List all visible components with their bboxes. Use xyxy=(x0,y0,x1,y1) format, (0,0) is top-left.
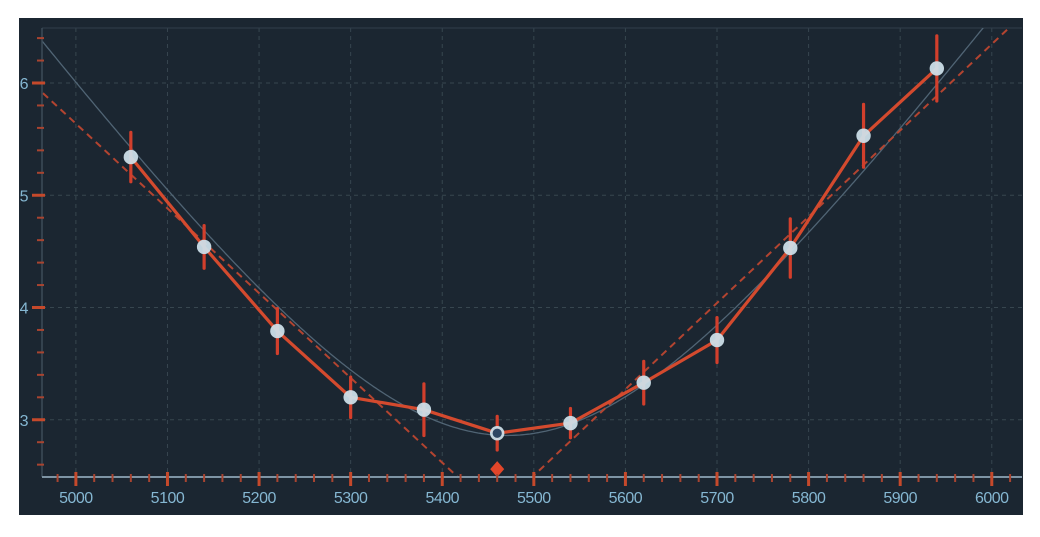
x-tick-label: 5900 xyxy=(883,490,917,507)
data-point xyxy=(636,375,651,390)
data-point xyxy=(856,128,871,143)
data-point xyxy=(123,149,139,165)
y-tick-label: 3 xyxy=(20,413,29,430)
minimum-diamond-marker xyxy=(490,461,505,477)
y-tick-label: 5 xyxy=(20,188,29,205)
focus-point-marker xyxy=(492,428,502,438)
plot-data-layer xyxy=(42,28,1011,477)
data-line xyxy=(129,66,939,435)
trend-line-right xyxy=(530,28,1011,477)
data-point xyxy=(783,240,798,256)
x-tick-label: 5800 xyxy=(792,490,826,507)
data-point xyxy=(563,415,578,431)
x-tick-label: 5300 xyxy=(334,490,368,507)
data-point xyxy=(709,332,725,348)
data-point xyxy=(196,239,212,255)
x-tick-label: 5400 xyxy=(425,490,459,507)
data-point xyxy=(343,390,358,405)
y-tick-label: 4 xyxy=(20,301,29,318)
x-tick-label: 5100 xyxy=(151,490,185,507)
autofocus-chart-panel: 5000 5100 5200 5300 5400 5500 5600 5700 5800 5900… xyxy=(19,18,1023,515)
x-tick-label: 5200 xyxy=(242,490,276,507)
x-tick-label: 5500 xyxy=(517,490,551,507)
autofocus-vcurve-chart: 5000 5100 5200 5300 5400 5500 5600 5700 5800 5900… xyxy=(20,27,1022,507)
x-tick-label: 5700 xyxy=(700,490,734,507)
y-tick-label: 6 xyxy=(20,76,29,93)
data-point xyxy=(416,402,432,417)
x-tick-label: 6000 xyxy=(975,490,1009,507)
trend-line-left xyxy=(42,92,460,477)
data-point xyxy=(270,323,285,339)
x-tick-label: 5000 xyxy=(59,490,93,507)
data-point xyxy=(929,61,945,76)
x-tick-label: 5600 xyxy=(609,490,643,507)
